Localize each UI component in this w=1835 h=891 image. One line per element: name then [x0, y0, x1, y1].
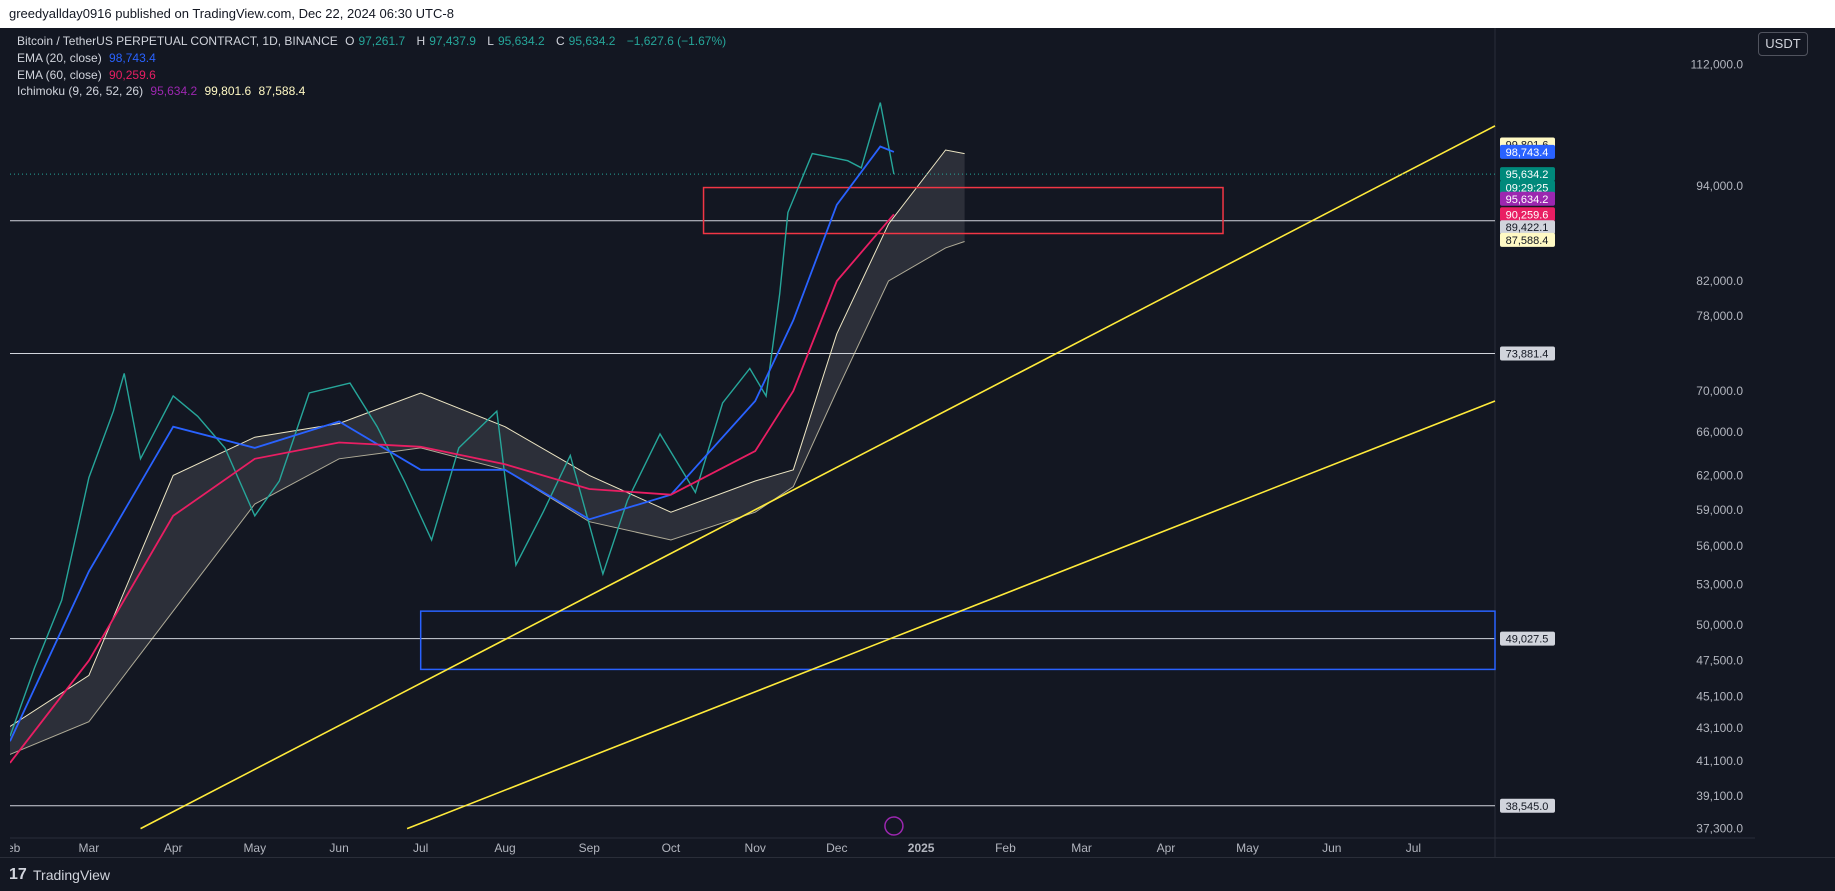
y-tick-label: 53,000.0 — [1696, 577, 1743, 591]
y-tick-label: 39,100.0 — [1696, 789, 1743, 803]
ichimoku-label[interactable]: Ichimoku (9, 26, 52, 26) — [17, 84, 144, 98]
lightning-icon — [884, 816, 904, 836]
x-tick-label: 2025 — [908, 841, 935, 855]
trendline — [140, 125, 1496, 830]
ema20-line — [10, 145, 895, 742]
change-value: −1,627.6 (−1.67%) — [626, 34, 727, 48]
price-tag-label: 95,634.2 — [1506, 169, 1549, 181]
ichimoku-legend[interactable]: Ichimoku (9, 26, 52, 26) 95,634.2 99,801… — [17, 84, 309, 98]
x-tick-label: Feb — [10, 841, 21, 855]
price-tag — [1500, 180, 1555, 195]
level-tag-label: 49,027.5 — [1506, 634, 1549, 646]
level-tag-label: 38,545.0 — [1506, 801, 1549, 813]
x-tick-label: Jun — [1322, 841, 1341, 855]
price-tag — [1500, 144, 1555, 159]
y-tick-label: 43,100.0 — [1696, 721, 1743, 735]
symbol-name[interactable]: Bitcoin / TetherUS PERPETUAL CONTRACT, 1… — [17, 34, 338, 48]
price-tag — [1500, 232, 1555, 247]
ichimoku-value-3: 87,588.4 — [258, 84, 306, 98]
ema60-legend[interactable]: EMA (60, close) 90,259.6 — [17, 68, 160, 82]
price-tag-label: 95,634.2 — [1506, 194, 1549, 206]
high-label: H — [416, 34, 426, 48]
ichimoku-span-a — [10, 149, 965, 727]
price-line — [10, 102, 895, 737]
level-tag — [1500, 631, 1555, 646]
y-tick-label: 82,000.0 — [1696, 274, 1743, 288]
y-tick-label: 94,000.0 — [1696, 179, 1743, 193]
price-tag — [1500, 191, 1555, 206]
price-tag — [1500, 207, 1555, 222]
footer: 17 TradingView — [0, 857, 1835, 891]
currency-button[interactable]: USDT — [1758, 32, 1808, 56]
low-value: 95,634.2 — [497, 34, 545, 48]
ema20-legend[interactable]: EMA (20, close) 98,743.4 — [17, 51, 160, 65]
y-tick-label: 37,300.0 — [1696, 822, 1743, 836]
y-tick-label: 47,500.0 — [1696, 654, 1743, 668]
price-tag-label: 98,743.4 — [1506, 147, 1549, 159]
chart-area[interactable]: 112,000.0 94,000.0 82,000.0 78,000.0 70,000.… — [10, 28, 1755, 857]
open-value: 97,261.7 — [358, 34, 406, 48]
price-tag-label: 90,259.6 — [1506, 209, 1549, 221]
ema20-value: 98,743.4 — [109, 51, 156, 65]
x-tick-label: May — [243, 841, 266, 855]
symbol-legend[interactable]: Bitcoin / TetherUS PERPETUAL CONTRACT, 1… — [17, 34, 730, 48]
close-value: 95,634.2 — [568, 34, 616, 48]
support-zone-box — [419, 610, 1496, 671]
x-tick-label: Dec — [826, 841, 847, 855]
y-tick-label: 66,000.0 — [1696, 425, 1743, 439]
ichimoku-cloud — [10, 150, 965, 755]
ichimoku-value-1: 95,634.2 — [150, 84, 198, 98]
y-tick-label: 59,000.0 — [1696, 503, 1743, 517]
ema60-line — [10, 213, 895, 764]
y-tick-label: 78,000.0 — [1696, 309, 1743, 323]
x-tick-label: Aug — [494, 841, 515, 855]
x-tick-label: Oct — [662, 841, 681, 855]
y-tick-label: 56,000.0 — [1696, 539, 1743, 553]
ichimoku-value-2: 99,801.6 — [204, 84, 252, 98]
x-tick-label: Jun — [329, 841, 348, 855]
x-tick-label: Jul — [413, 841, 428, 855]
y-tick-label: 41,100.0 — [1696, 754, 1743, 768]
price-tag-label: 87,588.4 — [1506, 235, 1549, 247]
level-tag — [1500, 346, 1555, 361]
x-tick-label: Apr — [1157, 841, 1176, 855]
price-chart[interactable]: 112,000.0 94,000.0 82,000.0 78,000.0 70,000.… — [10, 28, 1755, 857]
ema60-value: 90,259.6 — [109, 68, 156, 82]
price-tag-label: 09:29:25 — [1506, 183, 1549, 195]
low-label: L — [487, 34, 494, 48]
publish-line: greedyallday0916 published on TradingVie… — [0, 0, 1835, 28]
price-tag — [1500, 167, 1555, 182]
level-tag — [1500, 798, 1555, 813]
y-tick-label: 62,000.0 — [1696, 468, 1743, 482]
ema60-label[interactable]: EMA (60, close) — [17, 68, 102, 82]
y-tick-label: 50,000.0 — [1696, 618, 1743, 632]
high-value: 97,437.9 — [429, 34, 476, 48]
x-tick-label: Mar — [79, 841, 100, 855]
ichimoku-span-b — [10, 241, 965, 755]
x-tick-label: Apr — [164, 841, 183, 855]
y-tick-label: 112,000.0 — [1691, 57, 1744, 71]
x-tick-label: May — [1236, 841, 1259, 855]
open-label: O — [345, 34, 355, 48]
x-tick-label: Feb — [995, 841, 1016, 855]
trendline — [406, 400, 1496, 830]
x-tick-label: Nov — [745, 841, 766, 855]
tradingview-logo-icon[interactable]: 17 — [9, 866, 27, 883]
level-tag-label: 73,881.4 — [1506, 348, 1549, 360]
close-label: C — [556, 34, 565, 48]
resistance-zone-box — [702, 186, 1224, 235]
x-tick-label: Sep — [579, 841, 601, 855]
price-tag — [1500, 220, 1555, 235]
tradingview-brand[interactable]: TradingView — [33, 867, 111, 883]
x-tick-label: Jul — [1406, 841, 1421, 855]
ema20-label[interactable]: EMA (20, close) — [17, 51, 102, 65]
y-tick-label: 70,000.0 — [1696, 384, 1743, 398]
y-tick-label: 45,100.0 — [1696, 690, 1743, 704]
price-tag-label: 89,422.1 — [1506, 222, 1549, 234]
x-tick-label: Mar — [1071, 841, 1092, 855]
